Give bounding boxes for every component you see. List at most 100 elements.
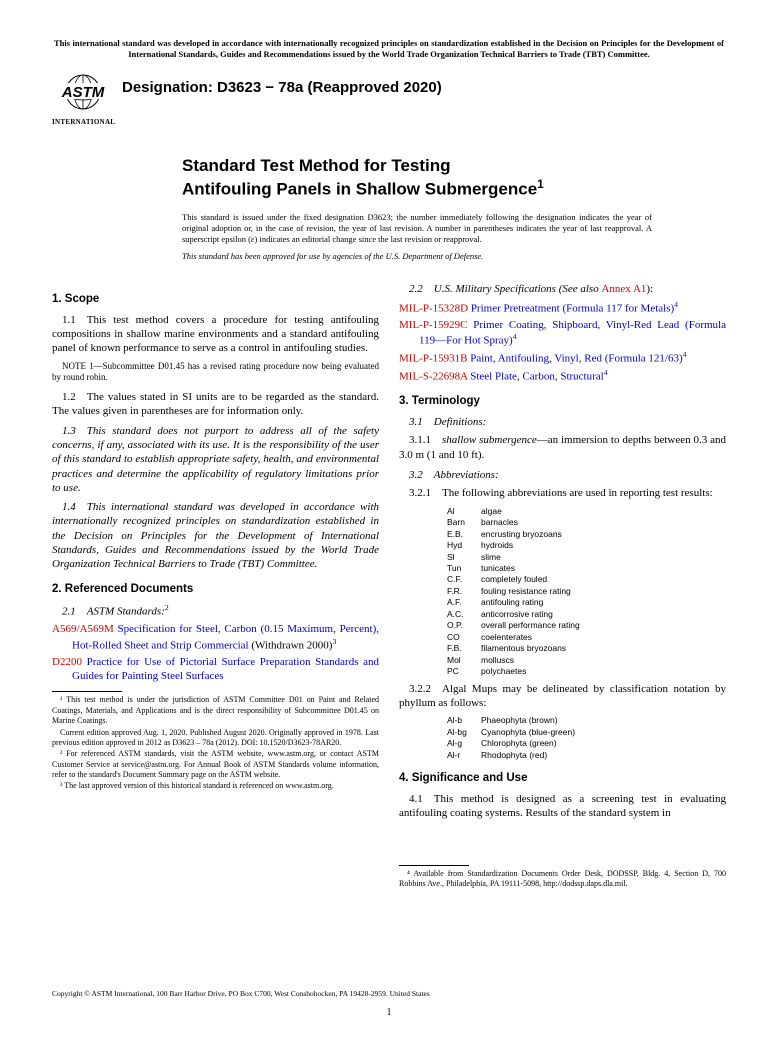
sub-3-1: 3.1 Definitions: [399, 415, 726, 429]
sup-3: 3 [332, 637, 336, 646]
footnote-3: ³ The last approved version of this hist… [52, 781, 379, 791]
footnote-4: ⁴ Available from Standardization Documen… [399, 869, 726, 890]
left-column: 1. Scope 1.1 This test method covers a p… [52, 282, 379, 891]
abbr-val: tunicates [481, 563, 515, 574]
abbr-val: fouling resistance rating [481, 586, 571, 597]
abbr-val: encrusting bryozoans [481, 529, 562, 540]
abbr-key: Al-r [447, 750, 481, 761]
abbr-key: Al-bg [447, 727, 481, 738]
p311b: shallow submergence [442, 434, 537, 446]
abbr-table: AlalgaeBarnbarnaclesE.B.encrusting bryoz… [447, 506, 726, 678]
abbr-row: F.R.fouling resistance rating [447, 586, 726, 597]
abbr-val: Chlorophyta (green) [481, 738, 557, 749]
abbr-key: Mol [447, 655, 481, 666]
abbr-val: anticorrosive rating [481, 609, 553, 620]
abbr-row: Tuntunicates [447, 563, 726, 574]
abbr-key: CO [447, 632, 481, 643]
abbr-key: Tun [447, 563, 481, 574]
abbr-val: Rhodophyta (red) [481, 750, 547, 761]
issue-note: This standard is issued under the fixed … [182, 212, 652, 245]
abbr-val: molluscs [481, 655, 514, 666]
ref-d2200-code[interactable]: D2200 [52, 656, 82, 668]
mil3-code[interactable]: MIL-P-15931B [399, 353, 467, 365]
sup4c: 4 [683, 350, 687, 359]
abbr-val: hydroids [481, 540, 513, 551]
abbr-row: O.P.overall performance rating [447, 620, 726, 631]
abbr-key: Al-b [447, 715, 481, 726]
abbr-row: A.C.anticorrosive rating [447, 609, 726, 620]
para-4-1: 4.1 This method is designed as a screeni… [399, 792, 726, 821]
footnote-2: ² For referenced ASTM standards, visit t… [52, 749, 379, 780]
mil1-text[interactable]: Primer Pretreatment (Formula 117 for Met… [468, 303, 674, 315]
abbr-row: A.F.antifouling rating [447, 597, 726, 608]
ref-d2200: D2200 Practice for Use of Pictorial Surf… [52, 655, 379, 684]
mil3-text[interactable]: Paint, Antifouling, Vinyl, Red (Formula … [467, 353, 682, 365]
sup4b: 4 [513, 332, 517, 341]
sub-2-2-a: 2.2 U.S. Military Specifications (See al… [409, 283, 601, 295]
sup4a: 4 [674, 300, 678, 309]
mil4-code[interactable]: MIL-S-22698A [399, 371, 467, 383]
abbr-key: Hyd [447, 540, 481, 551]
footnote-1b: Current edition approved Aug. 1, 2020. P… [52, 728, 379, 749]
mil1-code[interactable]: MIL-P-15328D [399, 303, 468, 315]
footnote-1: ¹ This test method is under the jurisdic… [52, 695, 379, 726]
abbr-key: F.B. [447, 643, 481, 654]
ref-mil2: MIL-P-15929C Primer Coating, Shipboard, … [399, 318, 726, 348]
abbr-key: A.F. [447, 597, 481, 608]
svg-text:ASTM: ASTM [61, 84, 105, 101]
title-block: Standard Test Method for Testing Antifou… [182, 155, 726, 199]
section-2-head: 2. Referenced Documents [52, 582, 379, 597]
copyright-line: Copyright © ASTM International, 100 Barr… [52, 989, 430, 999]
para-1-2: 1.2 The values stated in SI units are to… [52, 390, 379, 419]
astm-globe-icon: ASTM [55, 72, 111, 114]
abbr-key: F.R. [447, 586, 481, 597]
header-row: ASTM INTERNATIONAL Designation: D3623 − … [52, 72, 726, 127]
abbr-val: antifouling rating [481, 597, 543, 608]
ref-a569-code[interactable]: A569/A569M [52, 623, 114, 635]
footnote-rule-left [52, 691, 122, 692]
section-4-head: 4. Significance and Use [399, 771, 726, 786]
note-1: NOTE 1—Subcommittee D01.45 has a revised… [52, 361, 379, 384]
abbr-row: Al-bgCyanophyta (blue-green) [447, 727, 726, 738]
mil4-text[interactable]: Steel Plate, Carbon, Structural [467, 371, 603, 383]
abbr-row: C.F.completely fouled [447, 574, 726, 585]
two-column-body: 1. Scope 1.1 This test method covers a p… [52, 282, 726, 891]
section-3-head: 3. Terminology [399, 394, 726, 409]
sub-2-2-c: ): [646, 283, 653, 295]
abbr-val: slime [481, 552, 501, 563]
para-1-1: 1.1 This test method covers a procedure … [52, 313, 379, 356]
sub-2-2: 2.2 U.S. Military Specifications (See al… [399, 282, 726, 296]
abbr-row: Slslime [447, 552, 726, 563]
right-column: 2.2 U.S. Military Specifications (See al… [399, 282, 726, 891]
ref-mil4: MIL-S-22698A Steel Plate, Carbon, Struct… [399, 368, 726, 384]
abbr-row: E.B.encrusting bryozoans [447, 529, 726, 540]
annex-link[interactable]: Annex A1 [601, 283, 646, 295]
ref-a569: A569/A569M Specification for Steel, Carb… [52, 622, 379, 652]
para-3-2-1: 3.2.1 The following abbreviations are us… [399, 486, 726, 500]
abbr-val: completely fouled [481, 574, 547, 585]
para-3-2-2: 3.2.2 Algal Mups may be delineated by cl… [399, 682, 726, 711]
ref-d2200-text[interactable]: Practice for Use of Pictorial Surface Pr… [72, 656, 379, 682]
approval-note: This standard has been approved for use … [182, 251, 652, 262]
ref-mil3: MIL-P-15931B Paint, Antifouling, Vinyl, … [399, 350, 726, 366]
abbr-key: PC [447, 666, 481, 677]
sub-2-1-text: 2.1 ASTM Standards: [62, 605, 165, 617]
ref-mil1: MIL-P-15328D Primer Pretreatment (Formul… [399, 300, 726, 316]
sub-2-1: 2.1 ASTM Standards:2 [52, 603, 379, 619]
abbr-key: Al [447, 506, 481, 517]
para-3-1-1: 3.1.1 shallow submergence—an immersion t… [399, 433, 726, 462]
sub-3-2: 3.2 Abbreviations: [399, 468, 726, 482]
abbr-val: Phaeophyta (brown) [481, 715, 558, 726]
abbr-key: A.C. [447, 609, 481, 620]
p311a: 3.1.1 [409, 434, 442, 446]
sup4d: 4 [604, 368, 608, 377]
abbr-key: O.P. [447, 620, 481, 631]
abbr-key: Barn [447, 517, 481, 528]
algae-table: Al-bPhaeophyta (brown)Al-bgCyanophyta (b… [447, 715, 726, 761]
abbr-val: filamentous bryozoans [481, 643, 566, 654]
abbr-row: Al-gChlorophyta (green) [447, 738, 726, 749]
abbr-row: Al-rRhodophyta (red) [447, 750, 726, 761]
abbr-val: Cyanophyta (blue-green) [481, 727, 575, 738]
mil2-code[interactable]: MIL-P-15929C [399, 319, 467, 331]
para-1-4: 1.4 This international standard was deve… [52, 500, 379, 571]
